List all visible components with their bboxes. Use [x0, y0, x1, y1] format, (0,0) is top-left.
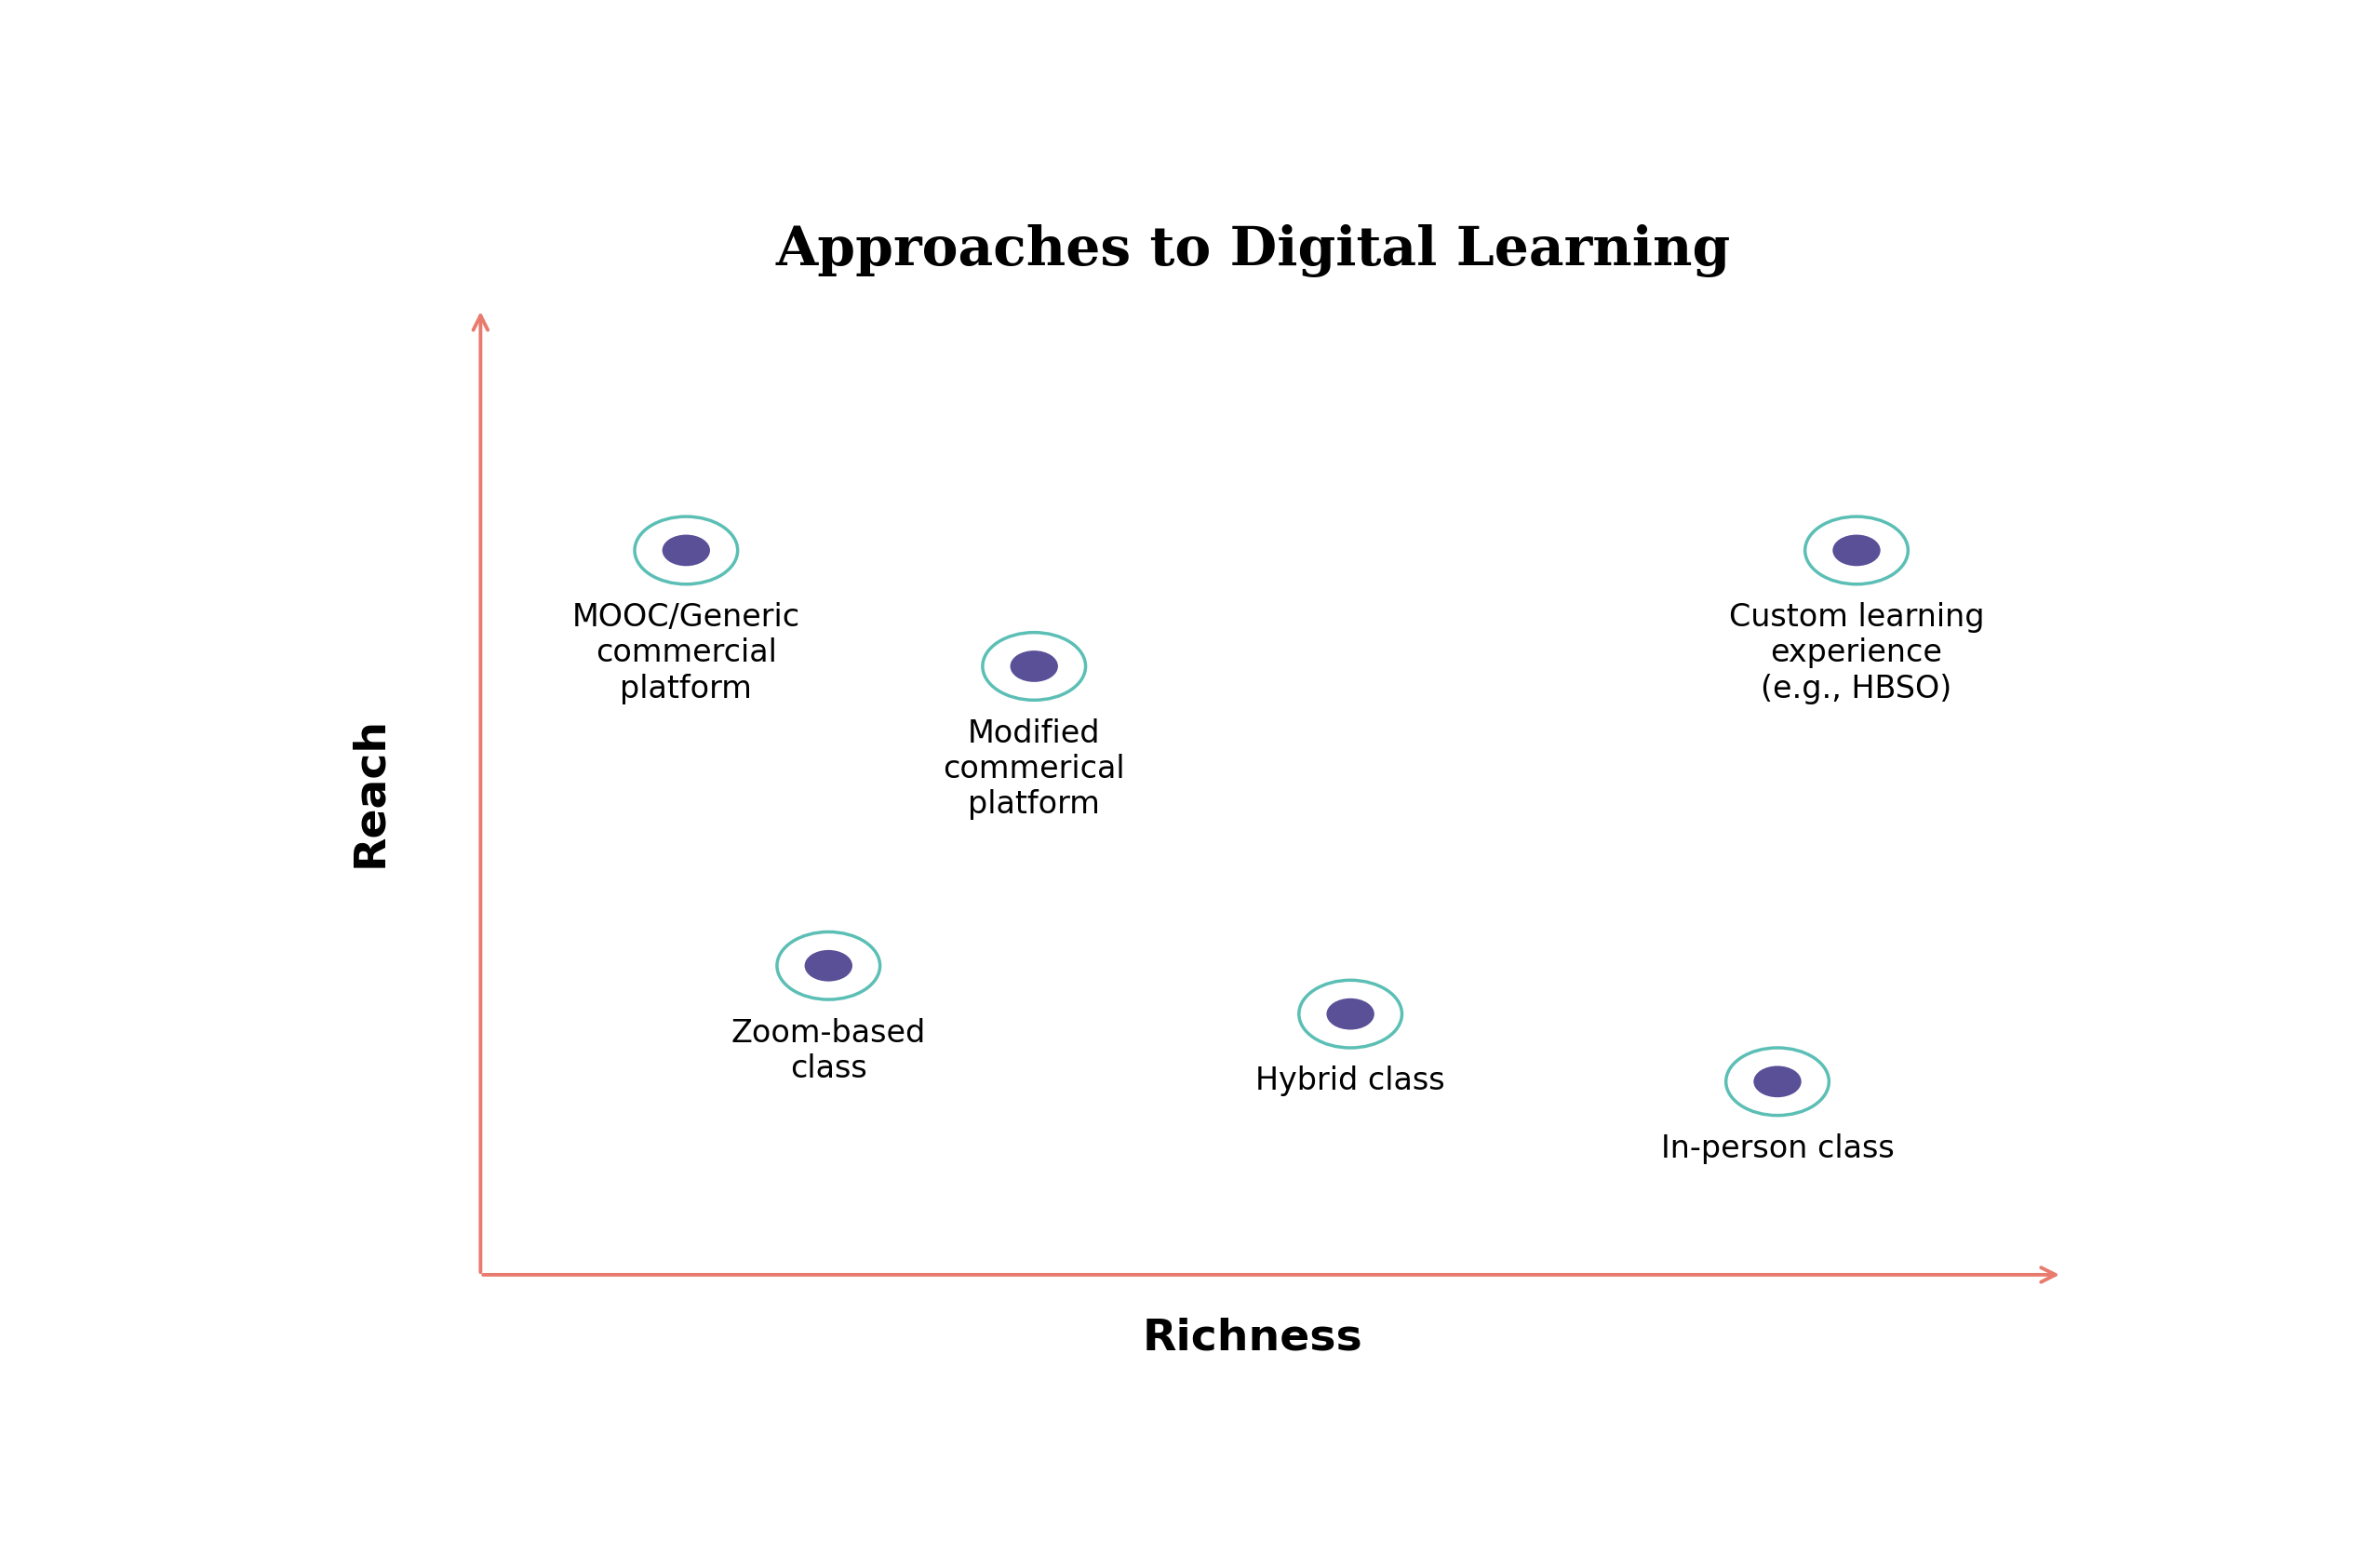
Text: Modified
commerical
platform: Modified commerical platform	[942, 718, 1125, 820]
Circle shape	[804, 950, 852, 982]
Circle shape	[662, 535, 710, 566]
Circle shape	[1754, 1066, 1801, 1098]
Text: Reach: Reach	[349, 717, 392, 867]
Circle shape	[1832, 535, 1879, 566]
Text: Approaches to Digital Learning: Approaches to Digital Learning	[776, 224, 1730, 278]
Text: MOOC/Generic
commercial
platform: MOOC/Generic commercial platform	[572, 602, 800, 704]
Text: In-person class: In-person class	[1661, 1134, 1894, 1163]
Text: Richness: Richness	[1144, 1317, 1362, 1359]
Text: Hybrid class: Hybrid class	[1255, 1066, 1445, 1096]
Circle shape	[1011, 651, 1058, 682]
Text: Custom learning
experience
(e.g., HBSO): Custom learning experience (e.g., HBSO)	[1730, 602, 1984, 704]
Circle shape	[1327, 999, 1374, 1030]
Text: Zoom-based
class: Zoom-based class	[731, 1018, 925, 1083]
